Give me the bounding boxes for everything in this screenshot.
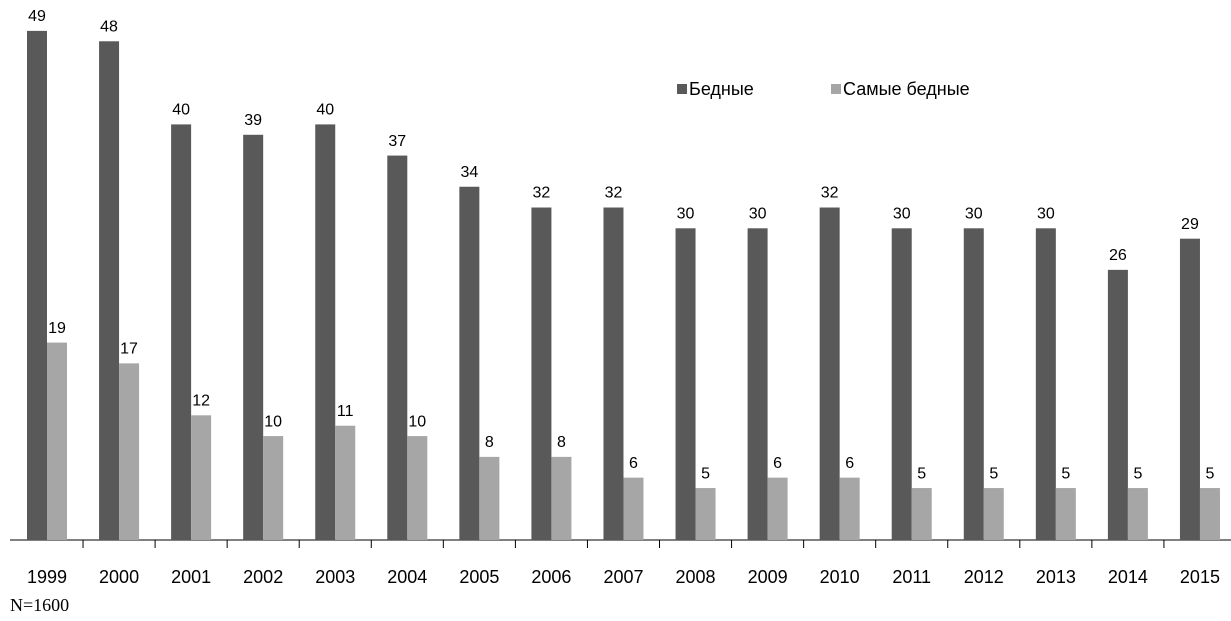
bar <box>263 436 284 540</box>
x-tick-label: 2004 <box>387 567 427 587</box>
data-label: 32 <box>821 185 839 202</box>
data-label: 5 <box>1061 465 1070 482</box>
data-label: 5 <box>989 465 998 482</box>
data-label: 5 <box>1133 465 1142 482</box>
x-tick-label: 2002 <box>243 567 283 587</box>
bar <box>459 186 480 541</box>
bar <box>1035 228 1056 541</box>
x-tick-label: 1999 <box>27 567 67 587</box>
data-label: 6 <box>845 455 854 472</box>
bar <box>1055 488 1076 540</box>
data-label: 10 <box>264 413 282 430</box>
data-label: 11 <box>337 403 354 420</box>
data-label: 32 <box>605 185 623 202</box>
x-tick-label: 2012 <box>964 567 1004 587</box>
bar <box>551 456 572 540</box>
data-label: 5 <box>917 465 926 482</box>
bar <box>891 228 912 541</box>
data-label: 30 <box>749 206 767 223</box>
x-tick-label: 2009 <box>748 567 788 587</box>
x-tick-label: 2001 <box>171 567 211 587</box>
bar <box>335 425 356 540</box>
data-label: 8 <box>485 434 494 451</box>
bar <box>27 30 47 540</box>
data-label: 40 <box>172 102 190 119</box>
data-label: 6 <box>629 455 638 472</box>
data-label: 32 <box>533 185 551 202</box>
data-label: 26 <box>1109 247 1127 264</box>
bar <box>119 363 140 540</box>
bar <box>623 477 644 540</box>
data-label: 10 <box>408 413 426 430</box>
bar <box>1107 269 1128 540</box>
bar <box>819 207 840 540</box>
legend-label: Бедные <box>689 79 754 99</box>
note: N=1600 <box>10 595 69 615</box>
legend-swatch <box>677 84 687 94</box>
bar <box>911 488 932 540</box>
x-tick-label: 2000 <box>99 567 139 587</box>
bar <box>695 488 716 540</box>
bar <box>1179 238 1200 540</box>
data-label: 49 <box>28 8 46 25</box>
data-label: 34 <box>460 164 478 181</box>
data-label: 5 <box>701 465 710 482</box>
bar <box>767 477 788 540</box>
bar <box>603 207 624 540</box>
x-tick-label: 2008 <box>676 567 716 587</box>
data-label: 40 <box>316 102 334 119</box>
bar <box>243 134 264 541</box>
bar <box>531 207 552 540</box>
x-tick-label: 2005 <box>459 567 499 587</box>
x-tick-label: 2013 <box>1036 567 1076 587</box>
x-tick-label: 2010 <box>820 567 860 587</box>
bar <box>479 456 500 540</box>
data-label: 30 <box>965 206 983 223</box>
legend-label: Самые бедные <box>843 79 970 99</box>
bar <box>407 436 428 540</box>
data-label: 8 <box>557 434 566 451</box>
x-tick-label: 2006 <box>531 567 571 587</box>
data-label: 37 <box>388 133 406 150</box>
data-label: 12 <box>192 393 210 410</box>
bar <box>675 228 696 541</box>
x-tick-label: 2007 <box>603 567 643 587</box>
x-tick-label: 2015 <box>1180 567 1220 587</box>
data-label: 6 <box>773 455 782 472</box>
data-label: 39 <box>244 112 262 129</box>
data-label: 48 <box>100 18 118 35</box>
bar <box>1127 488 1148 540</box>
bar <box>963 228 984 541</box>
bar <box>47 342 67 540</box>
data-label: 29 <box>1181 216 1199 233</box>
data-label: 30 <box>677 206 695 223</box>
data-label: 30 <box>893 206 911 223</box>
bar <box>387 155 408 540</box>
data-label: 5 <box>1206 465 1215 482</box>
bar <box>1199 488 1220 540</box>
x-tick-label: 2003 <box>315 567 355 587</box>
x-tick-label: 2014 <box>1108 567 1148 587</box>
bar <box>839 477 860 540</box>
x-tick-label: 2011 <box>892 567 931 587</box>
data-label: 30 <box>1037 206 1055 223</box>
data-label: 19 <box>48 320 66 337</box>
bar <box>983 488 1004 540</box>
legend-swatch <box>831 84 841 94</box>
bar <box>171 124 192 541</box>
data-label: 17 <box>120 341 138 358</box>
bar <box>99 41 120 540</box>
bar <box>191 415 212 540</box>
bar <box>747 228 768 541</box>
bar <box>315 124 336 541</box>
